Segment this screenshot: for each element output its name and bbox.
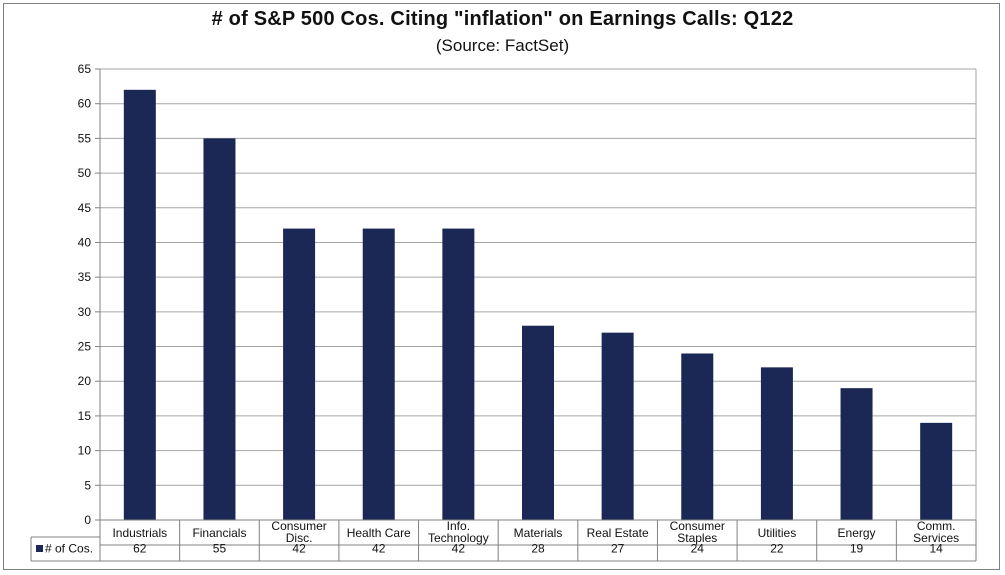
data-table-value: 42 [292, 542, 306, 556]
y-tick-label: 25 [78, 340, 92, 354]
bar [840, 388, 873, 520]
data-table-value: 19 [850, 542, 864, 556]
data-table-value: 42 [372, 542, 386, 556]
y-tick-label: 5 [84, 478, 91, 492]
y-tick-label: 0 [84, 513, 91, 527]
y-tick-label: 15 [78, 409, 92, 423]
y-tick-label: 60 [78, 97, 92, 111]
category-label: Comm. [917, 519, 956, 533]
data-table-value: 42 [452, 542, 466, 556]
data-table-value: 24 [691, 542, 705, 556]
chart-frame [3, 3, 1000, 570]
category-label: Financials [192, 526, 246, 540]
bar [203, 138, 236, 520]
category-label: Consumer [271, 519, 326, 533]
data-table-value: 27 [611, 542, 625, 556]
y-tick-label: 55 [78, 131, 92, 145]
bar [601, 332, 634, 520]
bar [362, 228, 395, 521]
category-label: Utilities [758, 526, 797, 540]
y-tick-label: 65 [78, 62, 92, 76]
y-tick-label: 45 [78, 201, 92, 215]
y-tick-label: 10 [78, 444, 92, 458]
category-label: Consumer [670, 519, 725, 533]
category-label: Staples [677, 531, 717, 545]
bar [522, 325, 554, 520]
y-tick-label: 20 [78, 374, 92, 388]
category-label: Info. [447, 519, 470, 533]
data-table-value: 62 [133, 542, 147, 556]
data-table-value: 28 [531, 542, 545, 556]
bar [760, 367, 793, 520]
bar [283, 228, 316, 521]
category-label: Health Care [347, 526, 411, 540]
data-table-value: 55 [213, 542, 227, 556]
legend-swatch [36, 545, 43, 552]
bar [442, 228, 475, 521]
bar [681, 353, 714, 520]
y-tick-label: 35 [78, 270, 92, 284]
y-tick-label: 40 [78, 235, 92, 249]
category-label: Real Estate [587, 526, 649, 540]
category-label: Industrials [112, 526, 167, 540]
category-label: Materials [514, 526, 563, 540]
y-tick-label: 50 [78, 166, 92, 180]
category-label: Disc. [286, 531, 313, 545]
category-label: Services [913, 531, 959, 545]
category-label: Technology [428, 531, 489, 545]
chart-title: # of S&P 500 Cos. Citing "inflation" on … [211, 8, 794, 30]
data-table-value: 14 [930, 542, 944, 556]
y-tick-label: 30 [78, 305, 92, 319]
category-label: Energy [838, 526, 876, 540]
data-table-value: 22 [770, 542, 784, 556]
chart-subtitle: (Source: FactSet) [435, 36, 570, 55]
bar [920, 422, 953, 520]
bar [123, 89, 156, 521]
legend-label: # of Cos. [45, 542, 93, 556]
